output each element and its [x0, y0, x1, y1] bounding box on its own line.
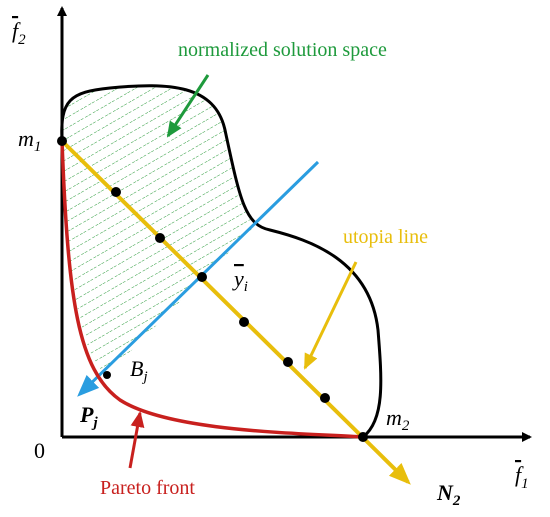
m1-label: m1	[18, 126, 41, 155]
solution-boundary	[60, 84, 383, 439]
label-sub: 2	[452, 493, 461, 509]
bj-label: Bj	[130, 356, 148, 385]
point	[320, 393, 330, 403]
utopia-label: utopia line	[343, 226, 428, 248]
m2-label: m2	[386, 405, 410, 434]
labels: f2 f1 0 m1 m2 yi Bj Pj N2 normalized sol…	[12, 18, 529, 509]
n2-label: N2	[436, 480, 461, 509]
yellow-arrow	[303, 261, 358, 370]
label-base: m	[18, 126, 34, 151]
label-base: N	[436, 480, 454, 505]
shapes	[57, 6, 532, 485]
x-axis-label: f1	[515, 462, 529, 492]
label-sub: 2	[402, 418, 410, 434]
point	[239, 317, 249, 327]
point	[155, 233, 165, 243]
label-sub: 2	[18, 32, 26, 48]
label-base: y	[232, 266, 244, 291]
utopia-points	[57, 136, 368, 442]
label-base: B	[130, 356, 143, 381]
y-axis-label: f2	[12, 18, 26, 48]
label-base: P	[79, 402, 94, 427]
origin-label: 0	[34, 438, 45, 463]
red-arrow	[128, 411, 145, 469]
label-sub: j	[91, 415, 98, 431]
label-sub: 1	[34, 139, 42, 155]
point	[197, 272, 207, 282]
point	[358, 432, 368, 442]
point	[57, 136, 67, 146]
label-sub: i	[244, 279, 248, 295]
solution-space-label: normalized solution space	[178, 39, 387, 61]
label-sub: j	[141, 369, 147, 385]
pareto-front	[60, 140, 364, 439]
hatched-region	[61, 85, 255, 376]
label-base: f	[12, 18, 21, 43]
point	[111, 187, 121, 197]
label-base: f	[515, 462, 524, 487]
pareto-label: Pareto front	[100, 477, 195, 499]
point	[283, 357, 293, 367]
utopia-line	[60, 139, 411, 485]
point	[103, 371, 111, 379]
green-arrow	[166, 74, 210, 138]
yi-label: yi	[232, 266, 248, 295]
pj-label: Pj	[79, 402, 98, 431]
label-sub: 1	[521, 476, 529, 492]
label-base: m	[386, 405, 402, 430]
